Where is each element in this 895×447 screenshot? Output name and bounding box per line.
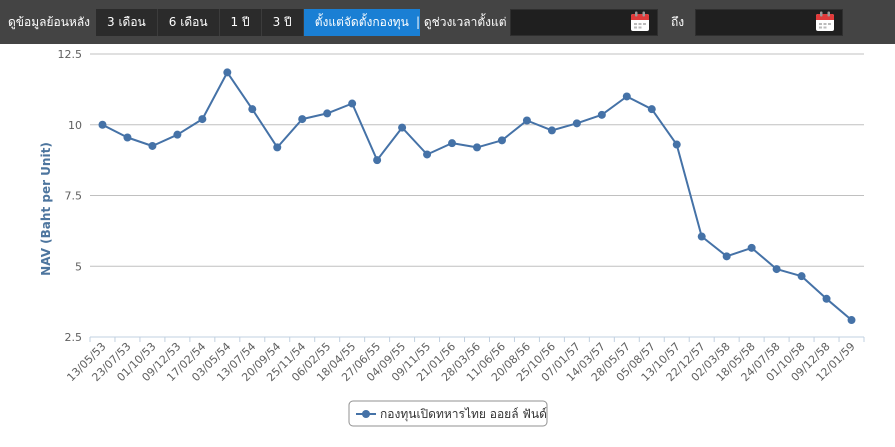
data-point[interactable] (822, 294, 831, 303)
from-calendar-icon[interactable] (630, 11, 650, 32)
to-label: ถึง (671, 15, 685, 29)
history-label: ดูข้อมูลย้อนหลัง (8, 15, 91, 29)
data-point[interactable] (173, 130, 182, 139)
data-point[interactable] (298, 115, 307, 124)
data-point[interactable] (747, 243, 756, 252)
data-point[interactable] (497, 136, 506, 145)
data-point[interactable] (148, 141, 157, 150)
data-point[interactable] (697, 232, 706, 241)
x-axis-ticks (89, 337, 865, 342)
y-axis-tick-labels: 2.5 5 7.5 10 12.5 (58, 48, 83, 344)
data-point[interactable] (572, 119, 581, 128)
data-point[interactable] (98, 120, 107, 129)
y-tick-label: 2.5 (65, 331, 83, 344)
data-point[interactable] (473, 143, 481, 152)
y-tick-label: 7.5 (65, 190, 83, 203)
data-point[interactable] (423, 150, 432, 159)
nav-line-chart: 2.5 5 7.5 10 12.5 NAV (Baht per Unit) 13/05/… (39, 48, 865, 427)
data-point[interactable] (123, 133, 132, 142)
period-label: | ดูช่วงเวลาตั้งแต่ (416, 15, 507, 29)
x-axis-tick-labels: 13/05/5323/07/5301/10/5309/12/5317/02/54… (64, 340, 857, 384)
legend[interactable]: กองทุนเปิดทหารไทย ออยล์ ฟันด์ (348, 400, 548, 427)
y-tick-label: 12.5 (58, 48, 83, 61)
data-point[interactable] (597, 110, 606, 119)
data-point[interactable] (647, 105, 656, 114)
data-point[interactable] (373, 156, 382, 165)
data-point[interactable] (398, 123, 407, 132)
range-6-months-button[interactable]: 6 เดือน (157, 9, 220, 36)
y-tick-label: 10 (68, 119, 82, 132)
data-point[interactable] (223, 68, 232, 77)
range-3-years-button[interactable]: 3 ปี (261, 9, 304, 36)
data-point[interactable] (248, 105, 257, 114)
data-point[interactable] (547, 126, 556, 135)
range-button-group: 3 เดือน 6 เดือน 1 ปี 3 ปี ตั้งแต่จัดตั้ง… (96, 9, 420, 36)
data-point[interactable] (448, 139, 457, 148)
data-point[interactable] (323, 109, 332, 118)
data-point[interactable] (847, 316, 856, 325)
data-point[interactable] (348, 99, 357, 108)
range-3-months-button[interactable]: 3 เดือน (96, 9, 158, 36)
range-since-inception-button[interactable]: ตั้งแต่จัดตั้งกองทุน (303, 9, 420, 36)
series-points (98, 68, 856, 325)
series-line (102, 71, 853, 321)
y-tick-label: 5 (75, 260, 82, 273)
data-point[interactable] (273, 143, 282, 152)
history-toolbar: ดูข้อมูลย้อนหลัง 3 เดือน 6 เดือน 1 ปี 3 … (0, 0, 895, 44)
data-point[interactable] (772, 265, 781, 274)
legend-marker (362, 410, 370, 418)
y-axis-label: NAV (Baht per Unit) (39, 142, 53, 276)
data-point[interactable] (672, 140, 681, 149)
data-point[interactable] (522, 116, 531, 125)
data-point[interactable] (622, 92, 631, 101)
to-calendar-icon[interactable] (815, 11, 835, 32)
range-1-year-button[interactable]: 1 ปี (219, 9, 262, 36)
data-point[interactable] (198, 115, 207, 124)
legend-entry[interactable]: กองทุนเปิดทหารไทย ออยล์ ฟันด์ (380, 407, 547, 422)
data-point[interactable] (797, 272, 806, 281)
grid-lines (90, 53, 864, 267)
data-point[interactable] (722, 252, 731, 261)
